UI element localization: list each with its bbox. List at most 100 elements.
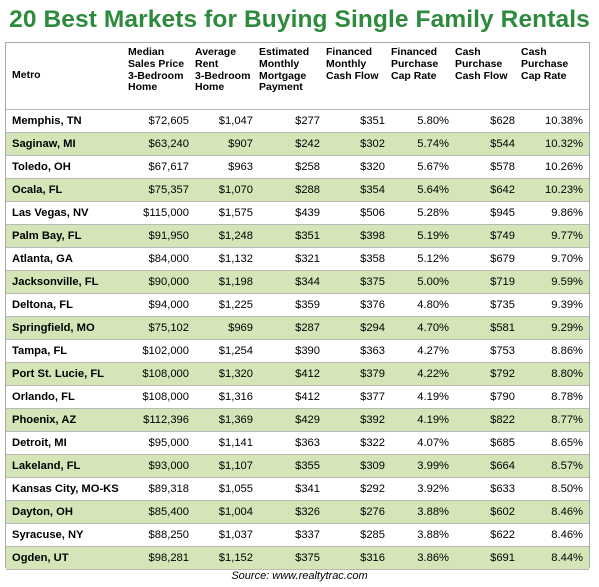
cell-financed-cap-rate: 3.88% xyxy=(391,523,455,547)
table-row: Dayton, OH $85,400 $1,004 $326 $276 3.88% $602… xyxy=(6,500,589,524)
col-header-metro: Metro xyxy=(6,43,128,110)
cell-financed-cash-flow: $354 xyxy=(326,178,391,202)
cell-financed-cash-flow: $285 xyxy=(326,523,391,547)
cell-average-rent: $1,004 xyxy=(195,500,259,524)
cell-median-sales-price: $89,318 xyxy=(128,477,195,501)
cell-financed-cash-flow: $320 xyxy=(326,155,391,179)
cell-median-sales-price: $95,000 xyxy=(128,431,195,455)
cell-metro: Jacksonville, FL xyxy=(6,270,128,294)
cell-financed-cash-flow: $506 xyxy=(326,201,391,225)
cell-cash-purchase-cap-rate: 8.65% xyxy=(521,431,589,455)
cell-cash-purchase-cash-flow: $945 xyxy=(455,201,521,225)
table-row: Springfield, MO $75,102 $969 $287 $294 4.70% $… xyxy=(6,316,589,340)
cell-mortgage-payment: $439 xyxy=(259,201,326,225)
cell-mortgage-payment: $277 xyxy=(259,109,326,133)
cell-financed-cash-flow: $316 xyxy=(326,546,391,570)
cell-financed-cash-flow: $351 xyxy=(326,109,391,133)
cell-metro: Toledo, OH xyxy=(6,155,128,179)
cell-cash-purchase-cap-rate: 10.38% xyxy=(521,109,589,133)
cell-cash-purchase-cash-flow: $790 xyxy=(455,385,521,409)
cell-average-rent: $1,575 xyxy=(195,201,259,225)
cell-financed-cap-rate: 5.28% xyxy=(391,201,455,225)
cell-financed-cash-flow: $398 xyxy=(326,224,391,248)
header-row: Metro Median Sales Price 3-Bedroom Home … xyxy=(6,43,589,110)
cell-metro: Ocala, FL xyxy=(6,178,128,202)
cell-metro: Phoenix, AZ xyxy=(6,408,128,432)
cell-average-rent: $1,248 xyxy=(195,224,259,248)
cell-cash-purchase-cash-flow: $664 xyxy=(455,454,521,478)
cell-median-sales-price: $72,605 xyxy=(128,109,195,133)
cell-cash-purchase-cash-flow: $685 xyxy=(455,431,521,455)
cell-financed-cash-flow: $392 xyxy=(326,408,391,432)
cell-financed-cash-flow: $363 xyxy=(326,339,391,363)
cell-cash-purchase-cap-rate: 8.80% xyxy=(521,362,589,386)
cell-mortgage-payment: $429 xyxy=(259,408,326,432)
cell-financed-cap-rate: 3.99% xyxy=(391,454,455,478)
cell-cash-purchase-cash-flow: $735 xyxy=(455,293,521,317)
cell-cash-purchase-cap-rate: 10.26% xyxy=(521,155,589,179)
cell-cash-purchase-cash-flow: $822 xyxy=(455,408,521,432)
cell-financed-cap-rate: 3.86% xyxy=(391,546,455,570)
cell-average-rent: $1,152 xyxy=(195,546,259,570)
cell-cash-purchase-cash-flow: $691 xyxy=(455,546,521,570)
cell-average-rent: $1,037 xyxy=(195,523,259,547)
cell-cash-purchase-cash-flow: $753 xyxy=(455,339,521,363)
cell-median-sales-price: $85,400 xyxy=(128,500,195,524)
cell-metro: Tampa, FL xyxy=(6,339,128,363)
table-row: Tampa, FL $102,000 $1,254 $390 $363 4.27% $753… xyxy=(6,339,589,363)
cell-mortgage-payment: $341 xyxy=(259,477,326,501)
cell-average-rent: $1,369 xyxy=(195,408,259,432)
cell-financed-cash-flow: $379 xyxy=(326,362,391,386)
col-header-label: Financed Purchase Cap Rate xyxy=(391,46,439,82)
cell-financed-cap-rate: 3.92% xyxy=(391,477,455,501)
cell-cash-purchase-cap-rate: 9.59% xyxy=(521,270,589,294)
cell-metro: Ogden, UT xyxy=(6,546,128,570)
cell-average-rent: $1,141 xyxy=(195,431,259,455)
cell-metro: Kansas City, MO-KS xyxy=(6,477,128,501)
col-header-median-sales-price: Median Sales Price 3-Bedroom Home xyxy=(128,43,195,110)
cell-mortgage-payment: $412 xyxy=(259,362,326,386)
cell-cash-purchase-cap-rate: 8.50% xyxy=(521,477,589,501)
cell-metro: Memphis, TN xyxy=(6,109,128,133)
col-header-mortgage-payment: Estimated Monthly Mortgage Payment xyxy=(259,43,326,110)
cell-financed-cash-flow: $302 xyxy=(326,132,391,156)
cell-cash-purchase-cap-rate: 8.77% xyxy=(521,408,589,432)
table-row: Detroit, MI $95,000 $1,141 $363 $322 4.07% $68… xyxy=(6,431,589,455)
cell-financed-cash-flow: $292 xyxy=(326,477,391,501)
cell-median-sales-price: $63,240 xyxy=(128,132,195,156)
cell-financed-cash-flow: $294 xyxy=(326,316,391,340)
cell-cash-purchase-cap-rate: 9.77% xyxy=(521,224,589,248)
table-body: Memphis, TN $72,605 $1,047 $277 $351 5.80% $62… xyxy=(6,109,589,570)
table-row: Jacksonville, FL $90,000 $1,198 $344 $375 5.0… xyxy=(6,270,589,294)
cell-median-sales-price: $115,000 xyxy=(128,201,195,225)
cell-financed-cash-flow: $375 xyxy=(326,270,391,294)
cell-mortgage-payment: $390 xyxy=(259,339,326,363)
col-header-label: Median Sales Price 3-Bedroom Home xyxy=(128,46,185,94)
cell-metro: Lakeland, FL xyxy=(6,454,128,478)
cell-average-rent: $1,225 xyxy=(195,293,259,317)
cell-mortgage-payment: $344 xyxy=(259,270,326,294)
table-row: Las Vegas, NV $115,000 $1,575 $439 $506 5.28%… xyxy=(6,201,589,225)
cell-cash-purchase-cash-flow: $792 xyxy=(455,362,521,386)
cell-financed-cap-rate: 4.27% xyxy=(391,339,455,363)
cell-mortgage-payment: $351 xyxy=(259,224,326,248)
cell-cash-purchase-cap-rate: 9.86% xyxy=(521,201,589,225)
cell-average-rent: $969 xyxy=(195,316,259,340)
cell-cash-purchase-cap-rate: 10.32% xyxy=(521,132,589,156)
cell-metro: Port St. Lucie, FL xyxy=(6,362,128,386)
cell-financed-cap-rate: 5.12% xyxy=(391,247,455,271)
table-row: Memphis, TN $72,605 $1,047 $277 $351 5.80% $62… xyxy=(6,109,589,133)
cell-median-sales-price: $102,000 xyxy=(128,339,195,363)
cell-metro: Atlanta, GA xyxy=(6,247,128,271)
col-header-average-rent: Average Rent 3-Bedroom Home xyxy=(195,43,259,110)
col-header-financed-cash-flow: Financed Monthly Cash Flow xyxy=(326,43,391,110)
cell-average-rent: $1,320 xyxy=(195,362,259,386)
cell-cash-purchase-cap-rate: 8.78% xyxy=(521,385,589,409)
cell-mortgage-payment: $242 xyxy=(259,132,326,156)
cell-cash-purchase-cash-flow: $622 xyxy=(455,523,521,547)
cell-median-sales-price: $108,000 xyxy=(128,362,195,386)
cell-metro: Las Vegas, NV xyxy=(6,201,128,225)
cell-financed-cash-flow: $376 xyxy=(326,293,391,317)
cell-cash-purchase-cash-flow: $719 xyxy=(455,270,521,294)
table-row: Toledo, OH $67,617 $963 $258 $320 5.67% $578 10… xyxy=(6,155,589,179)
